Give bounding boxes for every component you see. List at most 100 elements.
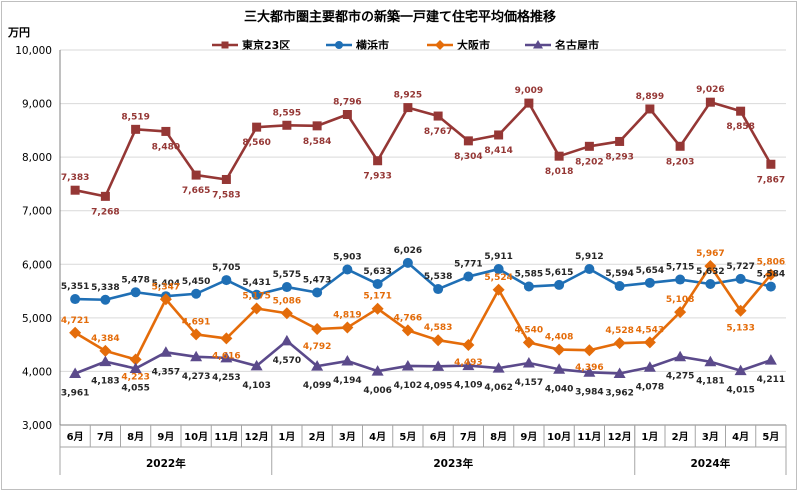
data-point — [371, 302, 384, 315]
data-point — [553, 343, 566, 356]
y-tick-label: 9,000 — [22, 99, 52, 111]
data-label: 5,351 — [61, 282, 89, 292]
data-label: 6,026 — [394, 246, 422, 256]
data-label: 7,383 — [61, 173, 89, 183]
data-point — [704, 355, 717, 367]
data-point — [159, 346, 172, 357]
data-point — [705, 279, 716, 289]
data-point — [130, 287, 141, 298]
x-axis: 6月 7月 8月 9月 10月 11月 12月 1月 2月 3月 4月 5月 6月 7月 8月 9月 10月 11… — [59, 425, 787, 475]
data-point — [674, 350, 687, 362]
data-label: 4,211 — [757, 375, 785, 385]
data-label: 5,967 — [696, 249, 724, 259]
data-label: 8,560 — [242, 138, 270, 148]
data-label: 4,396 — [575, 363, 603, 373]
x-tick-label: 9月 — [157, 431, 174, 443]
x-tick-label: 3月 — [702, 431, 719, 443]
data-point — [250, 359, 263, 371]
data-label: 4,616 — [212, 351, 240, 361]
data-point — [100, 191, 110, 201]
legend-label: 名古屋市 — [555, 38, 599, 52]
data-point — [159, 293, 172, 306]
y-tick-label: 5,000 — [22, 313, 52, 325]
data-label: 7,867 — [757, 175, 785, 185]
data-label: 3,961 — [61, 389, 89, 399]
data-label: 5,478 — [121, 275, 149, 285]
data-point — [131, 124, 141, 134]
data-point — [705, 97, 715, 107]
data-label: 7,933 — [363, 172, 391, 182]
data-point — [675, 141, 685, 151]
data-label: 7,665 — [182, 186, 210, 196]
data-label: 3,962 — [605, 388, 633, 398]
data-label: 8,304 — [454, 152, 482, 162]
data-point — [523, 281, 534, 292]
series-line — [75, 261, 772, 302]
data-point — [764, 268, 777, 281]
data-point — [341, 321, 354, 334]
data-label: 5,524 — [484, 273, 512, 283]
legend-marker — [533, 40, 543, 49]
data-label: 5,715 — [666, 263, 694, 273]
data-label: 5,654 — [636, 266, 664, 276]
data-label: 4,792 — [303, 342, 331, 352]
data-label: 8,414 — [484, 146, 512, 156]
data-label: 5,806 — [757, 258, 785, 268]
data-label: 4,493 — [454, 358, 482, 368]
data-label: 8,595 — [273, 108, 301, 118]
data-label: 4,157 — [515, 378, 543, 388]
data-label: 4,583 — [424, 323, 452, 333]
series-line — [74, 264, 772, 361]
x-tick-label: 11月 — [214, 431, 238, 443]
data-point — [99, 355, 112, 367]
x-tick-label: 3月 — [339, 431, 356, 443]
data-point — [281, 282, 292, 293]
data-label: 8,925 — [394, 91, 422, 101]
data-label: 8,899 — [636, 92, 664, 102]
chart-title: 三大都市圏主要都市の新築一戸建て住宅平均価格推移 — [244, 9, 556, 25]
data-point — [99, 344, 112, 357]
data-point — [645, 104, 655, 114]
data-point — [584, 264, 595, 274]
data-label: 4,006 — [363, 386, 391, 396]
x-tick-label: 6月 — [67, 431, 84, 443]
year-label: 2022年 — [146, 457, 186, 470]
data-label: 5,911 — [484, 252, 512, 262]
legend-marker — [335, 41, 343, 49]
data-label: 4,766 — [394, 313, 422, 323]
data-label: 5,171 — [363, 292, 391, 302]
series-group — [69, 97, 777, 379]
data-point — [280, 334, 293, 346]
data-point — [252, 122, 262, 132]
data-label: 5,086 — [273, 296, 301, 306]
data-point — [554, 279, 565, 290]
data-point — [371, 365, 384, 376]
data-label: 7,268 — [91, 207, 119, 217]
legend-label: 横浜市 — [356, 38, 389, 52]
data-label: 5,175 — [242, 291, 270, 301]
data-label: 8,858 — [726, 122, 754, 132]
data-label: 8,480 — [152, 142, 180, 152]
y-tick-label: 7,000 — [22, 206, 52, 218]
data-point — [736, 106, 746, 116]
data-point — [522, 336, 535, 349]
data-point — [433, 284, 444, 295]
data-point — [463, 271, 474, 282]
data-label: 9,026 — [696, 85, 724, 95]
x-tick-label: 7月 — [97, 431, 114, 443]
data-label: 4,223 — [121, 372, 149, 382]
x-tick-label: 5月 — [762, 431, 779, 443]
data-label: 8,584 — [303, 137, 331, 147]
data-point — [553, 363, 566, 374]
data-point — [644, 277, 655, 288]
y-axis-unit: 万円 — [7, 26, 30, 39]
data-point — [311, 360, 324, 371]
series-line — [74, 339, 772, 375]
data-point — [250, 302, 263, 315]
data-label: 4,095 — [424, 381, 452, 391]
data-label: 5,615 — [545, 268, 573, 278]
data-label: 5,108 — [666, 295, 694, 305]
data-point — [522, 357, 535, 368]
data-label: 8,767 — [424, 127, 452, 137]
data-label: 8,796 — [333, 98, 361, 108]
